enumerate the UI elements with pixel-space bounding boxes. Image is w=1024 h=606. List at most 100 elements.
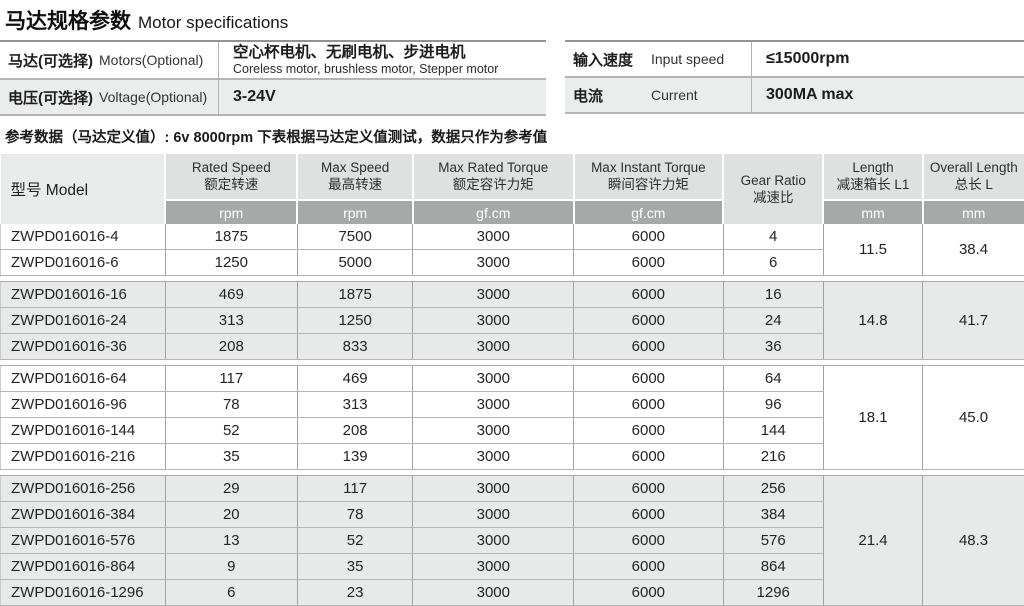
max-instant-torque-cell: 6000 — [574, 554, 723, 580]
model-cell: ZWPD016016-96 — [1, 392, 166, 418]
gear-ratio-cell: 256 — [723, 476, 823, 502]
table-row: ZWPD016016-256 29 117 3000 6000 256 21.4… — [1, 476, 1024, 502]
model-cell: ZWPD016016-216 — [1, 444, 166, 470]
max-instant-torque-header-en: Max Instant Torque — [575, 160, 722, 176]
current-value: 300MA max — [751, 78, 1024, 112]
max-rated-torque-cell: 3000 — [413, 392, 574, 418]
max-speed-cell: 469 — [297, 366, 413, 392]
length-header-en: Length — [824, 160, 921, 176]
overall-length-header-zh: 总长 L — [924, 176, 1024, 193]
voltage-value-text: 3-24V — [233, 88, 546, 106]
max-speed-header-zh: 最高转速 — [298, 176, 412, 193]
model-cell: ZWPD016016-864 — [1, 554, 166, 580]
max-speed-cell: 7500 — [297, 224, 413, 250]
max-instant-torque-cell: 6000 — [574, 282, 723, 308]
page-title-en: Motor specifications — [138, 13, 288, 32]
rated-speed-cell: 9 — [165, 554, 297, 580]
rated-speed-cell: 469 — [165, 282, 297, 308]
model-cell: ZWPD016016-24 — [1, 308, 166, 334]
model-cell: ZWPD016016-36 — [1, 334, 166, 360]
rated-speed-cell: 20 — [165, 502, 297, 528]
motors-label: 马达(可选择) Motors(Optional) — [0, 42, 218, 78]
model-cell: ZWPD016016-4 — [1, 224, 166, 250]
header-row-names: 型号 Model Rated Speed 额定转速 Max Speed 最高转速… — [1, 154, 1024, 200]
model-cell: ZWPD016016-144 — [1, 418, 166, 444]
table-row: ZWPD016016-16 469 1875 3000 6000 16 14.8… — [1, 282, 1024, 308]
voltage-value: 3-24V — [218, 80, 546, 114]
table-row: ZWPD016016-4 1875 7500 3000 6000 4 11.5 … — [1, 224, 1024, 250]
input-speed-label: 输入速度 Input speed — [565, 42, 751, 76]
spec-row-input-speed: 输入速度 Input speed ≤15000rpm — [565, 42, 1024, 78]
max-speed-header: Max Speed 最高转速 — [297, 154, 413, 200]
max-rated-torque-cell: 3000 — [413, 250, 574, 276]
input-speed-value-text: ≤15000rpm — [766, 50, 1024, 68]
max-rated-torque-cell: 3000 — [413, 502, 574, 528]
max-speed-header-en: Max Speed — [298, 160, 412, 176]
spec-row-motors: 马达(可选择) Motors(Optional) 空心杯电机、无刷电机、步进电机… — [0, 42, 546, 80]
max-speed-cell: 35 — [297, 554, 413, 580]
gear-ratio-cell: 144 — [723, 418, 823, 444]
voltage-label-zh: 电压(可选择) — [8, 87, 93, 108]
top-specs-section: 马达(可选择) Motors(Optional) 空心杯电机、无刷电机、步进电机… — [0, 40, 1024, 116]
length-merged-cell: 18.1 — [823, 366, 922, 470]
max-rated-torque-header: Max Rated Torque 额定容许力矩 — [413, 154, 574, 200]
motors-value-en: Coreless motor, brushless motor, Stepper… — [233, 62, 546, 76]
max-instant-torque-header: Max Instant Torque 瞬间容许力矩 — [574, 154, 723, 200]
rated-speed-cell: 313 — [165, 308, 297, 334]
model-cell: ZWPD016016-6 — [1, 250, 166, 276]
max-speed-cell: 139 — [297, 444, 413, 470]
gear-ratio-cell: 24 — [723, 308, 823, 334]
length-header-zh: 减速箱长 L1 — [824, 176, 921, 193]
max-speed-cell: 1250 — [297, 308, 413, 334]
max-rated-torque-header-en: Max Rated Torque — [414, 160, 573, 176]
length-unit: mm — [823, 200, 922, 224]
overall-length-merged-cell: 41.7 — [923, 282, 1024, 360]
max-speed-cell: 1875 — [297, 282, 413, 308]
length-merged-cell: 11.5 — [823, 224, 922, 276]
max-rated-torque-cell: 3000 — [413, 366, 574, 392]
gear-ratio-cell: 16 — [723, 282, 823, 308]
rated-speed-cell: 35 — [165, 444, 297, 470]
gear-ratio-cell: 96 — [723, 392, 823, 418]
gear-ratio-header: Gear Ratio 减速比 — [723, 154, 823, 224]
gear-ratio-header-zh: 减速比 — [724, 189, 822, 206]
rated-speed-cell: 78 — [165, 392, 297, 418]
gear-ratio-cell: 216 — [723, 444, 823, 470]
rated-speed-cell: 1875 — [165, 224, 297, 250]
max-rated-torque-cell: 3000 — [413, 308, 574, 334]
max-rated-torque-cell: 3000 — [413, 418, 574, 444]
current-label-en: Current — [651, 87, 698, 103]
length-header: Length 减速箱长 L1 — [823, 154, 922, 200]
max-speed-cell: 78 — [297, 502, 413, 528]
motors-label-en: Motors(Optional) — [99, 52, 203, 68]
gear-ratio-cell: 384 — [723, 502, 823, 528]
gear-ratio-cell: 6 — [723, 250, 823, 276]
model-column-header: 型号 Model — [1, 154, 166, 224]
motors-value: 空心杯电机、无刷电机、步进电机 Coreless motor, brushles… — [218, 42, 546, 78]
max-rated-torque-header-zh: 额定容许力矩 — [414, 176, 573, 193]
spec-row-current: 电流 Current 300MA max — [565, 78, 1024, 114]
model-cell: ZWPD016016-256 — [1, 476, 166, 502]
max-instant-torque-cell: 6000 — [574, 418, 723, 444]
max-rated-torque-cell: 3000 — [413, 528, 574, 554]
rated-speed-cell: 52 — [165, 418, 297, 444]
overall-length-unit: mm — [923, 200, 1024, 224]
max-instant-torque-cell: 6000 — [574, 444, 723, 470]
gear-ratio-cell: 36 — [723, 334, 823, 360]
max-speed-cell: 208 — [297, 418, 413, 444]
motors-value-zh: 空心杯电机、无刷电机、步进电机 — [233, 44, 546, 62]
reference-note: 参考数据（马达定义值）: 6v 8000rpm 下表根据马达定义值测试，数据只作… — [5, 126, 1024, 147]
overall-length-header: Overall Length 总长 L — [923, 154, 1024, 200]
max-rated-torque-cell: 3000 — [413, 282, 574, 308]
spec-row-voltage: 电压(可选择) Voltage(Optional) 3-24V — [0, 80, 546, 116]
current-label: 电流 Current — [565, 78, 751, 112]
max-instant-torque-cell: 6000 — [574, 334, 723, 360]
rated-speed-header-en: Rated Speed — [166, 160, 296, 176]
max-speed-cell: 117 — [297, 476, 413, 502]
model-cell: ZWPD016016-16 — [1, 282, 166, 308]
max-rated-torque-cell: 3000 — [413, 444, 574, 470]
input-speed-value: ≤15000rpm — [751, 42, 1024, 76]
rated-speed-header: Rated Speed 额定转速 — [165, 154, 297, 200]
